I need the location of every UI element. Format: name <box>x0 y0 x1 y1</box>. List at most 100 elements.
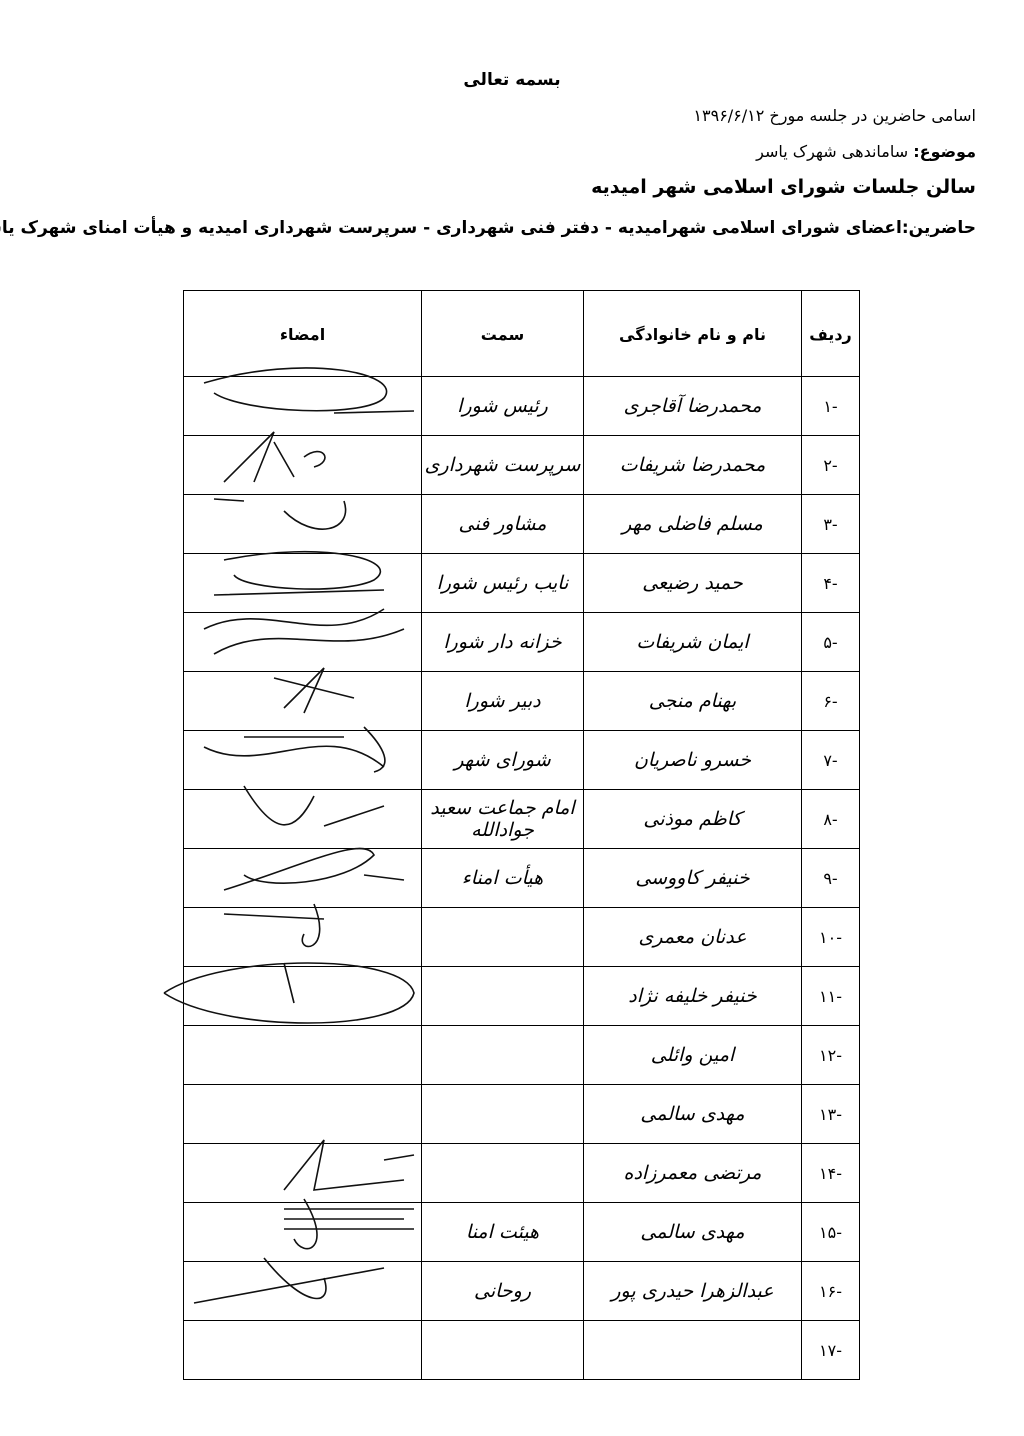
attendee-name: عدنان معمری <box>583 907 802 967</box>
attendee-name: مرتضی معمرزاده <box>583 1143 802 1203</box>
attendee-role: دبیر شورا <box>421 671 584 731</box>
attendee-role <box>421 966 584 1026</box>
signature-stroke <box>223 903 325 948</box>
signature <box>283 1139 415 1191</box>
attendee-role: روحانی <box>421 1261 584 1321</box>
venue: سالن جلسات شورای اسلامی شهر امیدیه <box>591 176 976 198</box>
attendee-name: بهنام منجی <box>583 671 802 731</box>
attendee-name: مسلم فاضلی مهر <box>583 494 802 554</box>
signature <box>243 785 385 827</box>
row-number: -۱۶ <box>801 1261 860 1321</box>
signature <box>203 726 386 773</box>
table-row: -۶ بهنام منجی دبیر شورا <box>183 667 860 731</box>
signature-stroke <box>284 1198 414 1250</box>
attendee-name: مهدی سالمی <box>583 1202 802 1262</box>
row-number: -۲ <box>801 435 860 495</box>
signature-stroke <box>223 431 326 483</box>
table-row: -۱۷ <box>183 1320 860 1380</box>
table-row: -۱۴ مرتضی معمرزاده <box>183 1139 860 1203</box>
attendees: حاضرین:اعضای شورای اسلامی شهرامیدیه - دف… <box>0 218 976 238</box>
attendee-role: شورای شهر <box>421 730 584 790</box>
signature-cell <box>183 903 422 967</box>
attendee-role: رئیس شورا <box>421 376 584 436</box>
signature <box>163 962 415 1024</box>
subject: موضوع: ساماندهی شهرک یاسر <box>756 142 976 161</box>
signature-cell <box>183 785 422 849</box>
subject-text: ساماندهی شهرک یاسر <box>756 142 909 161</box>
signature <box>223 431 326 483</box>
signature-cell <box>183 726 422 790</box>
attendee-role: نایب رئیس شورا <box>421 553 584 613</box>
attendees-label: حاضرین: <box>901 218 976 238</box>
signature-cell <box>163 962 422 1026</box>
signature-stroke <box>193 1257 385 1304</box>
row-number: -۱۳ <box>801 1084 860 1144</box>
signature-cell <box>183 608 422 672</box>
signature-stroke <box>203 608 405 655</box>
signature-cell <box>183 494 422 554</box>
row-number: -۹ <box>801 848 860 908</box>
attendee-name: محمدرضا آقاجری <box>583 376 802 436</box>
signature-cell <box>183 847 422 908</box>
attendee-role: امام جماعت سعید جوادالله <box>421 789 584 849</box>
header-row-number: ردیف <box>801 290 860 377</box>
attendee-name: حمید رضیعی <box>583 553 802 613</box>
attendee-name: کاظم موذنی <box>583 789 802 849</box>
signature <box>213 498 347 530</box>
attendee-role <box>421 1320 584 1380</box>
signature <box>223 847 405 891</box>
row-number: -۱۱ <box>801 966 860 1026</box>
attendee-role: هیئت امنا <box>421 1202 584 1262</box>
row-number: -۱۷ <box>801 1320 860 1380</box>
attendee-name: مهدی سالمی <box>583 1084 802 1144</box>
row-number: -۱۵ <box>801 1202 860 1262</box>
date-line: اسامی حاضرین در جلسه مورخ ۱۳۹۶/۶/۱۲ <box>693 106 976 125</box>
attendee-role: خزانه دار شورا <box>421 612 584 672</box>
attendee-role <box>421 1025 584 1085</box>
signature-stroke <box>273 667 355 714</box>
signature-stroke <box>163 962 415 1024</box>
signature-stroke <box>283 1139 415 1191</box>
table-row: -۱ محمدرضا آقاجری رئیس شورا <box>183 367 860 436</box>
table-row: -۱۳ مهدی سالمی <box>183 1084 860 1144</box>
signature <box>193 1257 385 1304</box>
row-number: -۳ <box>801 494 860 554</box>
signature <box>223 903 325 948</box>
basmala: بسمه تعالی <box>463 70 561 90</box>
signature <box>273 667 355 714</box>
header-role: سمت <box>421 290 584 377</box>
table-body: -۱ محمدرضا آقاجری رئیس شورا -۲ محمدرضا شریفا… <box>163 367 860 1380</box>
row-number: -۱۰ <box>801 907 860 967</box>
table-row: -۴ حمید رضیعی نایب رئیس شورا <box>183 550 860 613</box>
header-signature: امضاء <box>183 290 422 377</box>
row-number: -۱ <box>801 376 860 436</box>
signature <box>203 367 415 414</box>
row-number: -۶ <box>801 671 860 731</box>
attendee-name: خنیفر خلیفه نژاد <box>583 966 802 1026</box>
row-number: -۱۴ <box>801 1143 860 1203</box>
table-row: -۱۵ مهدی سالمی هیئت امنا <box>183 1198 860 1262</box>
attendees-text: اعضای شورای اسلامی شهرامیدیه - دفتر فنی … <box>0 218 902 238</box>
attendee-role: مشاور فنی <box>421 494 584 554</box>
signature-stroke <box>203 726 386 773</box>
attendee-role: سرپرست شهرداری <box>421 435 584 495</box>
signature-cell <box>183 367 422 436</box>
attendee-name: عبدالزهرا حیدری پور <box>583 1261 802 1321</box>
row-number: -۵ <box>801 612 860 672</box>
table-row: -۹ خنیفر کاووسی هیأت امناء <box>183 847 860 908</box>
attendee-name: محمدرضا شریفات <box>583 435 802 495</box>
attendee-name: خسرو ناصریان <box>583 730 802 790</box>
signature-cell <box>183 1025 422 1085</box>
attendee-role <box>421 907 584 967</box>
signature-stroke <box>213 498 347 530</box>
table-row: -۱۲ امین وائلی <box>183 1025 860 1085</box>
signature-cell <box>183 431 422 495</box>
row-number: -۱۲ <box>801 1025 860 1085</box>
signature-cell <box>183 1257 422 1321</box>
attendee-name <box>583 1320 802 1380</box>
row-number: -۷ <box>801 730 860 790</box>
row-number: -۸ <box>801 789 860 849</box>
header-row: ردیف نام و نام خانوادگی سمت امضاء <box>183 290 860 377</box>
signature-stroke <box>203 367 415 414</box>
